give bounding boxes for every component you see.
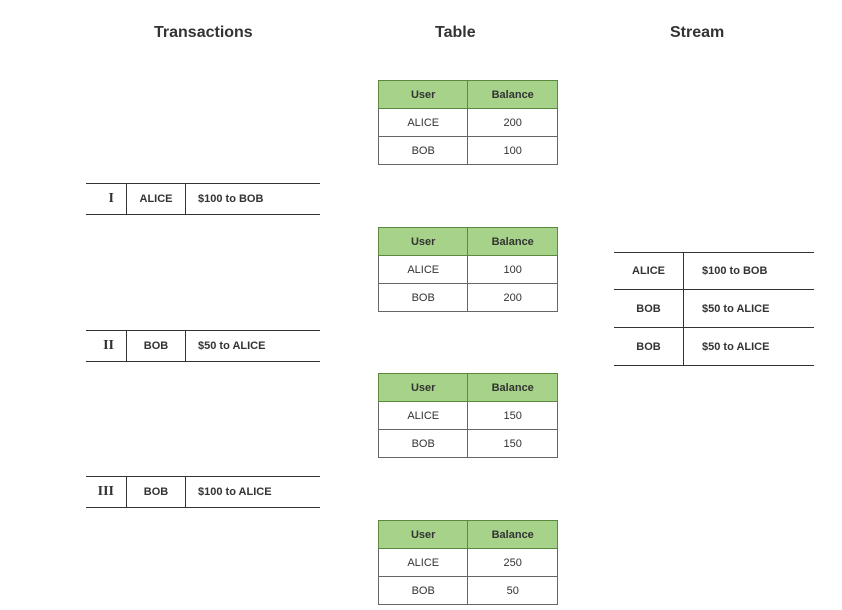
cell-balance: 150 bbox=[468, 402, 558, 430]
state-table: UserBalanceALICE200BOB100 bbox=[378, 80, 558, 165]
cell-user: ALICE bbox=[379, 109, 468, 137]
transaction-index: I bbox=[86, 191, 126, 207]
cell-balance: 150 bbox=[468, 430, 558, 458]
cell-user: BOB bbox=[379, 430, 468, 458]
table-row: ALICE250 bbox=[379, 549, 558, 577]
cell-balance: 250 bbox=[468, 549, 558, 577]
state-table-header: User bbox=[379, 374, 468, 402]
state-table: UserBalanceALICE100BOB200 bbox=[378, 227, 558, 312]
state-table-header: User bbox=[379, 81, 468, 109]
state-table-header: Balance bbox=[468, 228, 558, 256]
cell-balance: 200 bbox=[468, 109, 558, 137]
transaction-index: III bbox=[86, 484, 126, 500]
heading-stream: Stream bbox=[670, 24, 724, 42]
stream-desc: $100 to BOB bbox=[684, 253, 814, 289]
stream-row: ALICE$100 to BOB bbox=[614, 252, 814, 290]
state-table-header: Balance bbox=[468, 521, 558, 549]
transaction-user: ALICE bbox=[126, 184, 186, 214]
stream-row: BOB$50 to ALICE bbox=[614, 328, 814, 366]
cell-user: BOB bbox=[379, 284, 468, 312]
state-table-header: User bbox=[379, 228, 468, 256]
transaction-desc: $50 to ALICE bbox=[186, 331, 320, 361]
transaction-user: BOB bbox=[126, 331, 186, 361]
state-table-header: Balance bbox=[468, 81, 558, 109]
transaction-user: BOB bbox=[126, 477, 186, 507]
stream-user: ALICE bbox=[614, 253, 684, 289]
table-row: ALICE100 bbox=[379, 256, 558, 284]
cell-balance: 100 bbox=[468, 137, 558, 165]
table-row: ALICE200 bbox=[379, 109, 558, 137]
transaction-desc: $100 to ALICE bbox=[186, 477, 320, 507]
state-table-header: User bbox=[379, 521, 468, 549]
table-row: ALICE150 bbox=[379, 402, 558, 430]
heading-transactions: Transactions bbox=[154, 24, 253, 42]
stream-row: BOB$50 to ALICE bbox=[614, 290, 814, 328]
cell-balance: 100 bbox=[468, 256, 558, 284]
table-row: BOB100 bbox=[379, 137, 558, 165]
transaction-row: IALICE$100 to BOB bbox=[86, 183, 320, 215]
stream-desc: $50 to ALICE bbox=[684, 290, 814, 327]
cell-user: ALICE bbox=[379, 256, 468, 284]
stream-desc: $50 to ALICE bbox=[684, 328, 814, 365]
cell-balance: 50 bbox=[468, 577, 558, 605]
state-table: UserBalanceALICE250BOB50 bbox=[378, 520, 558, 605]
stream-user: BOB bbox=[614, 328, 684, 365]
cell-user: ALICE bbox=[379, 549, 468, 577]
stream-table-diagram: Transactions Table Stream IALICE$100 to … bbox=[0, 0, 842, 610]
state-table-header: Balance bbox=[468, 374, 558, 402]
cell-balance: 200 bbox=[468, 284, 558, 312]
transaction-row: IIBOB$50 to ALICE bbox=[86, 330, 320, 362]
table-row: BOB150 bbox=[379, 430, 558, 458]
stream-user: BOB bbox=[614, 290, 684, 327]
state-table: UserBalanceALICE150BOB150 bbox=[378, 373, 558, 458]
table-row: BOB200 bbox=[379, 284, 558, 312]
transaction-row: IIIBOB$100 to ALICE bbox=[86, 476, 320, 508]
cell-user: BOB bbox=[379, 137, 468, 165]
transaction-desc: $100 to BOB bbox=[186, 184, 320, 214]
transaction-index: II bbox=[86, 338, 126, 354]
heading-table: Table bbox=[435, 24, 476, 42]
table-row: BOB50 bbox=[379, 577, 558, 605]
cell-user: ALICE bbox=[379, 402, 468, 430]
cell-user: BOB bbox=[379, 577, 468, 605]
